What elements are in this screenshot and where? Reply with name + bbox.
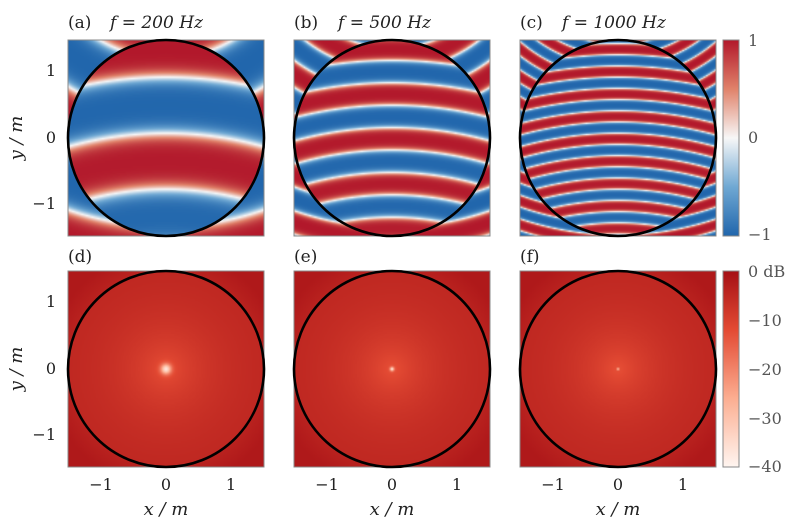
panel-d: (d) (66, 247, 266, 469)
ylabel-top: y / m (6, 116, 27, 162)
formula-a: f = 200 Hz (108, 13, 204, 33)
panel-c: (c) f = 1000 Hz (518, 13, 718, 238)
y-ticks-bottom: 1 0 −1 (32, 292, 56, 444)
xlabel-e: x / m (370, 499, 415, 520)
x-ticks-e: −1 0 1 (315, 475, 462, 494)
cb-level-tick-40: −40 (748, 457, 782, 476)
cb-field-tick-1: 1 (748, 31, 758, 50)
label-e: (e) (294, 247, 317, 267)
colorbar-level-bar (722, 270, 740, 468)
circle-d (66, 269, 266, 469)
heatmap-e (294, 271, 490, 467)
xtick-e-1: 1 (452, 475, 462, 494)
xtick-d-0: 0 (161, 475, 171, 494)
ytick-bottom-m1: −1 (32, 425, 56, 444)
panel-f: (f) (518, 247, 718, 469)
ytick-top-m1: −1 (32, 194, 56, 213)
ytick-bottom-0: 0 (46, 359, 56, 378)
circle-c (518, 38, 718, 238)
ylabel-bottom: y / m (6, 347, 27, 393)
colorbar-level: 0 dB −10 −20 −30 −40 (722, 262, 785, 476)
label-a: (a) (68, 13, 91, 33)
x-ticks-f: −1 0 1 (541, 475, 688, 494)
xtick-d-m1: −1 (89, 475, 113, 494)
formula-c: f = 1000 Hz (560, 13, 667, 33)
circle-f (518, 269, 718, 469)
xtick-f-m1: −1 (541, 475, 565, 494)
cb-level-tick-0: 0 dB (748, 262, 785, 281)
heatmap-d (68, 271, 264, 467)
cb-level-tick-10: −10 (748, 311, 782, 330)
cb-field-tick-m1: −1 (748, 225, 772, 244)
xlabel-d: x / m (144, 499, 189, 520)
heatmap-a (68, 40, 264, 236)
cb-level-tick-20: −20 (748, 360, 782, 379)
label-f: (f) (520, 247, 540, 267)
xtick-f-0: 0 (613, 475, 623, 494)
heatmap-b (294, 40, 490, 236)
cb-level-tick-30: −30 (748, 409, 782, 428)
x-ticks-d: −1 0 1 (89, 475, 236, 494)
panel-e: (e) (292, 247, 492, 469)
label-c: (c) (520, 13, 543, 33)
xtick-e-m1: −1 (315, 475, 339, 494)
circle-a (66, 38, 266, 238)
ytick-top-1: 1 (46, 61, 56, 80)
circle-b (292, 38, 492, 238)
xtick-f-1: 1 (678, 475, 688, 494)
y-ticks-top: 1 0 −1 (32, 61, 56, 213)
formula-b: f = 500 Hz (336, 13, 432, 33)
panel-b: (b) f = 500 Hz (292, 13, 492, 238)
circle-e (292, 269, 492, 469)
colorbar-field: 1 0 −1 (722, 31, 772, 244)
label-d: (d) (68, 247, 92, 267)
heatmap-f (520, 271, 716, 467)
ytick-bottom-1: 1 (46, 292, 56, 311)
xtick-d-1: 1 (226, 475, 236, 494)
xtick-e-0: 0 (387, 475, 397, 494)
panel-a: (a) f = 200 Hz (66, 13, 266, 238)
cb-field-tick-0: 0 (748, 128, 758, 147)
ytick-top-0: 0 (46, 128, 56, 147)
heatmap-c (520, 40, 716, 236)
label-b: (b) (294, 13, 318, 33)
colorbar-field-bar (722, 39, 740, 237)
xlabel-f: x / m (596, 499, 641, 520)
